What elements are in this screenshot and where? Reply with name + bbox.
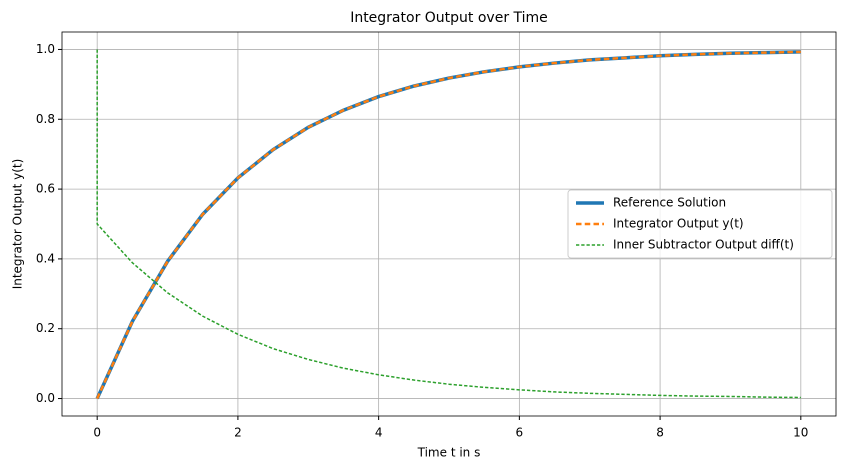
legend-box (567, 189, 833, 259)
y-axis-label: Integrator Output y(t) (11, 159, 25, 290)
plot-frame (61, 31, 837, 417)
y-tick-label: 1.0 (36, 42, 55, 56)
y-tick-label: 0.4 (36, 251, 55, 265)
legend-label: Integrator Output y(t) (613, 217, 744, 231)
legend: Reference Solution Integrator Output y(t)… (567, 189, 833, 259)
series-line (96, 49, 801, 399)
x-axis-label: Time t in s (417, 446, 481, 460)
y-tick-label: 0.0 (36, 391, 55, 405)
x-tick-label: 2 (234, 426, 242, 440)
y-tick-label: 0.8 (36, 112, 55, 126)
x-tick-label: 8 (656, 426, 664, 440)
legend-label: Reference Solution (613, 196, 726, 210)
series-line (96, 50, 801, 400)
x-tick-label: 6 (516, 426, 524, 440)
x-tick-label: 10 (793, 426, 808, 440)
x-tick-label: 4 (375, 426, 383, 440)
y-tick-label: 0.6 (36, 182, 55, 196)
x-tick-label: 0 (93, 426, 101, 440)
legend-label: Inner Subtractor Output diff(t) (613, 238, 794, 252)
y-tick-label: 0.2 (36, 321, 55, 335)
chart-title: Integrator Output over Time (350, 10, 548, 26)
